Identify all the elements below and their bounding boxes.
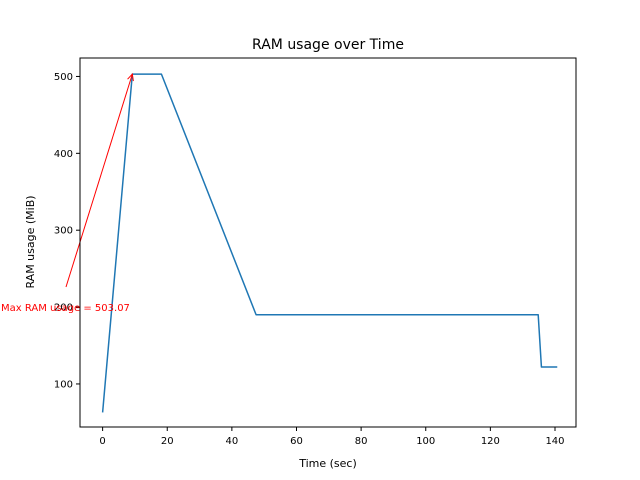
y-tick-label: 100 bbox=[54, 379, 73, 390]
chart-title: RAM usage over Time bbox=[252, 37, 404, 53]
x-tick-label: 60 bbox=[290, 436, 303, 447]
x-tick-label: 100 bbox=[416, 436, 435, 447]
plot-border bbox=[79, 57, 577, 428]
annotation-arrowhead bbox=[127, 72, 134, 82]
plot-frame bbox=[80, 58, 576, 427]
plot-area: 0 20 40 60 80 100 120 140 100 200 300 400 500 Max R… bbox=[1, 57, 577, 447]
y-tick-label: 400 bbox=[54, 149, 73, 160]
y-tick-label: 200 bbox=[54, 303, 73, 314]
x-tick-label: 80 bbox=[355, 436, 368, 447]
x-tick-label: 140 bbox=[545, 436, 564, 447]
y-tick-label: 500 bbox=[54, 72, 73, 83]
x-tick-label: 120 bbox=[481, 436, 500, 447]
x-axis-ticks: 0 20 40 60 80 100 120 140 bbox=[99, 427, 565, 447]
x-tick-label: 20 bbox=[161, 436, 174, 447]
x-tick-label: 0 bbox=[99, 436, 105, 447]
y-axis-ticks: 100 200 300 400 500 bbox=[54, 72, 80, 390]
annotation-label: Max RAM usage = 503.07 bbox=[1, 303, 130, 314]
x-tick-label: 40 bbox=[226, 436, 239, 447]
x-axis-label: Time (sec) bbox=[298, 457, 357, 470]
annotation-arrow bbox=[65, 73, 133, 288]
y-tick-label: 300 bbox=[54, 226, 73, 237]
chart-title-text: RAM usage over Time bbox=[252, 37, 404, 53]
annotation-layer: Max RAM usage = 503.07 bbox=[1, 72, 134, 314]
y-axis-label: RAM usage (MiB) bbox=[24, 195, 37, 288]
